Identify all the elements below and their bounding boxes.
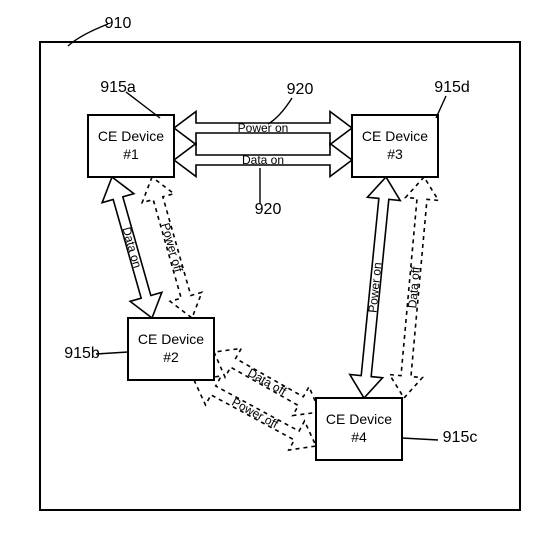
diagram-svg: 910 Power on Data on Data on Power off Power … xyxy=(0,0,550,538)
node-n1-label-0: CE Device xyxy=(98,128,164,144)
ref-n3: 915d xyxy=(434,79,470,96)
node-n1-label-1: #1 xyxy=(123,146,139,162)
edge-e24p-label: Power off xyxy=(229,395,281,432)
leader-n2 xyxy=(96,352,128,354)
node-n3-label-1: #3 xyxy=(387,146,403,162)
edge-e24d-label: Data off xyxy=(245,366,289,399)
edge-e12d-label: Data on xyxy=(120,225,145,269)
leader-n4 xyxy=(402,438,438,440)
leader-n3 xyxy=(436,96,446,118)
edge-e34d-label: Data off xyxy=(405,265,423,309)
ref-920-0: 920 xyxy=(287,81,314,98)
node-n4-label-1: #4 xyxy=(351,429,367,445)
ref-n4: 915c xyxy=(443,429,478,446)
ref-n1: 915a xyxy=(100,79,136,96)
edge-e13d-label: Data on xyxy=(242,153,284,167)
ref-910: 910 xyxy=(105,15,132,32)
node-n4-label-0: CE Device xyxy=(326,411,392,427)
node-n2-label-0: CE Device xyxy=(138,331,204,347)
node-n2-label-1: #2 xyxy=(163,349,179,365)
diagram-root: { "type": "network", "canvas": { "w": 55… xyxy=(0,0,550,538)
edge-e12p-label: Power off xyxy=(158,221,185,274)
node-n3-label-0: CE Device xyxy=(362,128,428,144)
edge-e34p-label: Power on xyxy=(366,262,385,314)
edge-e13p-label: Power on xyxy=(238,121,289,135)
ref-n2: 915b xyxy=(64,345,100,362)
ref-920-1: 920 xyxy=(255,201,282,218)
